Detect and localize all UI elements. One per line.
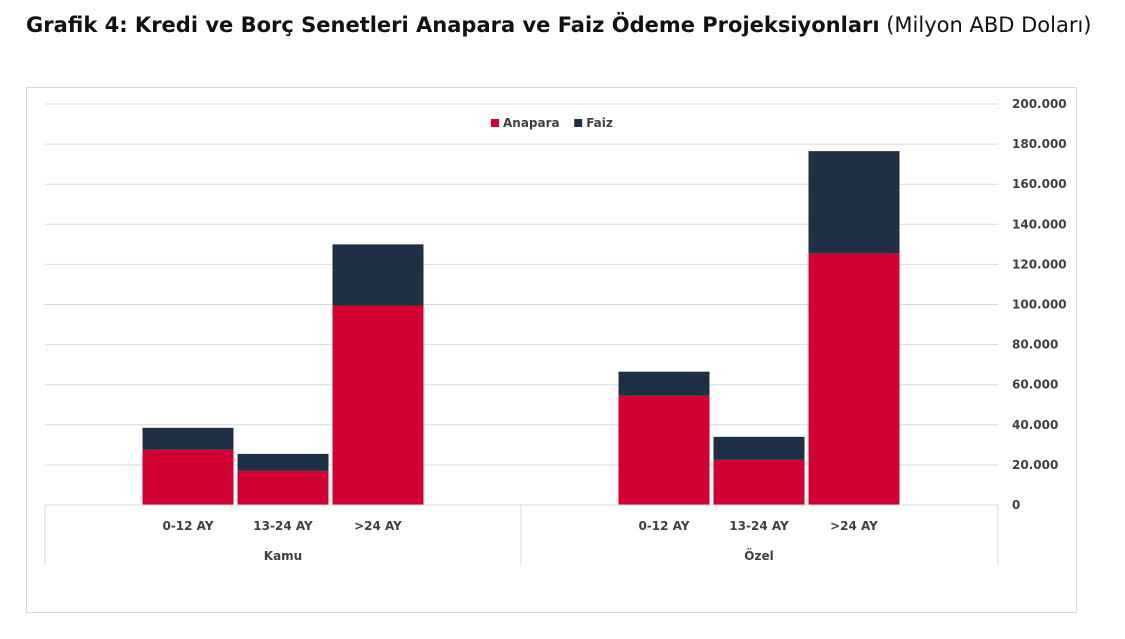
- legend-label: Anapara: [503, 116, 560, 130]
- page-title: Grafik 4: Kredi ve Borç Senetleri Anapar…: [26, 8, 1096, 42]
- bar-segment-faiz: [237, 453, 329, 471]
- bar-segment-anapara: [808, 253, 900, 505]
- category-labels: 0-12 AY 13-24 AY >24 AY Kamu 0-12 AY 13-24 AY…: [162, 519, 878, 563]
- x-category-label: >24 AY: [830, 519, 878, 533]
- y-tick-label: 160.000: [1012, 177, 1067, 191]
- bar-segment-faiz: [808, 151, 900, 254]
- chart-frame: [26, 87, 1077, 613]
- y-tick-label: 20.000: [1012, 458, 1058, 472]
- bar-segment-faiz: [713, 436, 805, 460]
- title-bold: Grafik 4: Kredi ve Borç Senetleri Anapar…: [26, 13, 880, 37]
- bar-segment-anapara: [142, 449, 234, 505]
- x-group-label: Özel: [744, 548, 773, 563]
- y-tick-label: 60.000: [1012, 378, 1058, 392]
- bar-segment-anapara: [713, 459, 805, 505]
- legend-swatch: [574, 119, 583, 127]
- bar-segment-faiz: [618, 371, 710, 396]
- y-tick-label: 180.000: [1012, 137, 1067, 151]
- x-group-label: Kamu: [264, 549, 302, 563]
- x-category-label: 0-12 AY: [638, 519, 689, 533]
- legend-swatch: [491, 119, 499, 127]
- y-tick-label: 120.000: [1012, 257, 1067, 271]
- y-tick-label: 40.000: [1012, 418, 1058, 432]
- legend: Anapara Faiz: [491, 116, 613, 130]
- y-tick-label: 0: [1012, 498, 1020, 512]
- x-category-label: 13-24 AY: [253, 519, 313, 533]
- bars: [142, 151, 900, 505]
- bar-segment-faiz: [142, 427, 234, 450]
- bar-segment-faiz: [332, 244, 424, 306]
- bar-segment-anapara: [618, 395, 710, 505]
- y-tick-label: 80.000: [1012, 338, 1058, 352]
- bar-segment-anapara: [237, 470, 329, 505]
- axes: 0 20.000 40.000 60.000 80.000 100.000 120.000 1…: [44, 97, 1067, 565]
- legend-label: Faiz: [586, 116, 613, 130]
- x-category-label: >24 AY: [354, 519, 402, 533]
- x-category-label: 13-24 AY: [729, 519, 789, 533]
- bar-segment-anapara: [332, 305, 424, 505]
- y-tick-label: 200.000: [1012, 97, 1067, 111]
- x-category-label: 0-12 AY: [162, 519, 213, 533]
- y-tick-label: 100.000: [1012, 298, 1067, 312]
- title-unit: (Milyon ABD Doları): [886, 13, 1092, 37]
- y-tick-label: 140.000: [1012, 217, 1067, 231]
